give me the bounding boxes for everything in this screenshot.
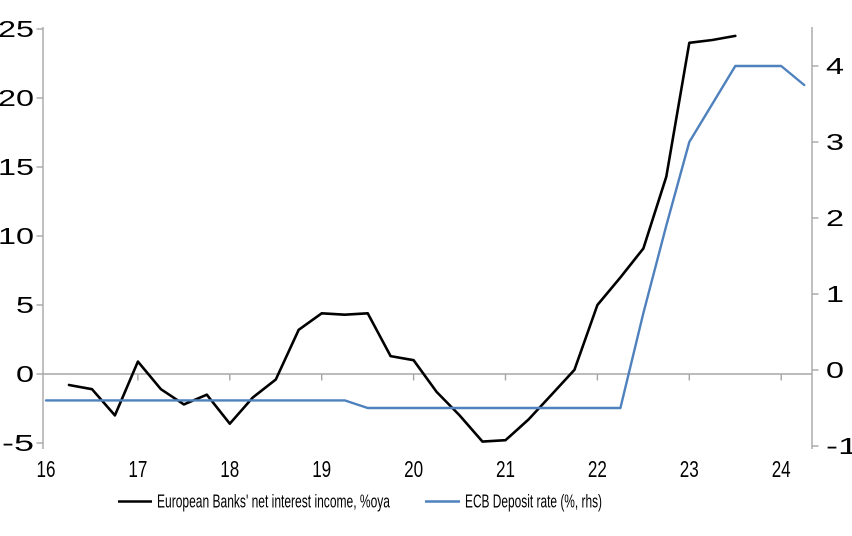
y-right-tick-label: 3 bbox=[826, 129, 844, 155]
legend: European Banks' net interest income, %oy… bbox=[118, 492, 602, 512]
y-left-tick-label: -5 bbox=[2, 430, 34, 456]
y-left-tick-label: 0 bbox=[16, 361, 34, 387]
legend-label-nii: European Banks' net interest income, %oy… bbox=[157, 492, 391, 512]
x-tick-label: 19 bbox=[312, 456, 331, 482]
y-right-tick-label: 0 bbox=[826, 357, 844, 383]
legend-label-deposit-rate: ECB Deposit rate (%, rhs) bbox=[465, 492, 602, 512]
deposit-rate-series-line bbox=[44, 64, 806, 410]
x-tick-label: 18 bbox=[220, 456, 239, 482]
x-tick-label: 17 bbox=[128, 456, 147, 482]
y-right-tick-label: 4 bbox=[826, 53, 844, 79]
y-left-tick-label: 5 bbox=[16, 292, 34, 318]
y-left-tick-label: 20 bbox=[0, 85, 34, 111]
y-right-tick-label: 1 bbox=[826, 281, 844, 307]
x-tick-label: 21 bbox=[496, 456, 515, 482]
y-right-tick-label: 2 bbox=[826, 205, 844, 231]
y-left-tick-label: 10 bbox=[0, 223, 34, 249]
x-tick-label: 16 bbox=[37, 456, 56, 482]
x-tick-label: 22 bbox=[588, 456, 607, 482]
x-tick-label: 20 bbox=[404, 456, 423, 482]
y-left-tick-label: 15 bbox=[0, 154, 34, 180]
nii-series-line bbox=[67, 34, 737, 443]
y-left-tick-label: 25 bbox=[0, 16, 34, 42]
x-tick-label: 24 bbox=[772, 456, 791, 482]
series-layer bbox=[44, 34, 806, 443]
x-tick-label: 23 bbox=[680, 456, 699, 482]
y-right-tick-label: -1 bbox=[826, 433, 852, 459]
